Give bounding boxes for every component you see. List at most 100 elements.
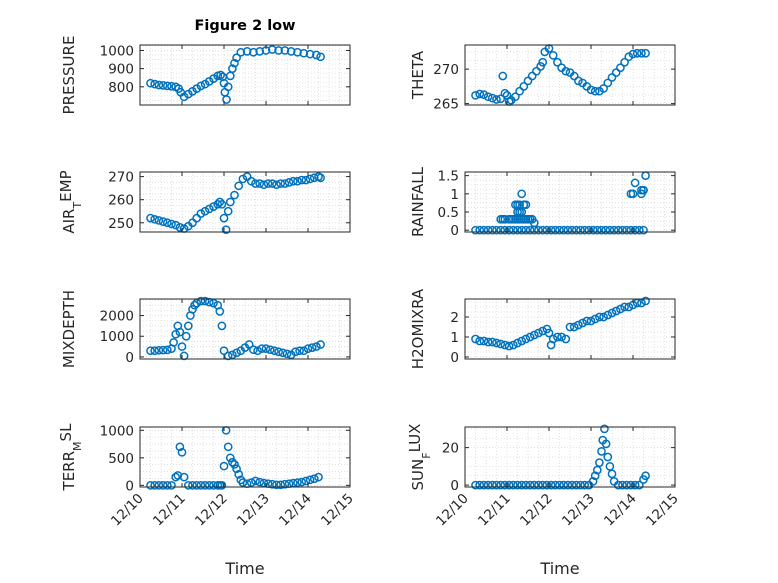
data-point <box>553 57 562 67</box>
data-point <box>574 320 583 330</box>
data-point <box>200 296 210 306</box>
data-point <box>284 178 294 187</box>
data-point <box>634 225 644 235</box>
data-point <box>534 328 543 338</box>
data-point <box>527 71 537 81</box>
data-point <box>192 298 202 308</box>
data-point <box>492 480 501 490</box>
data-point <box>297 477 307 487</box>
data-point <box>280 479 290 489</box>
data-point <box>301 476 311 486</box>
data-point <box>204 204 214 214</box>
data-point <box>309 173 319 183</box>
x-tick-label: 12/13 <box>234 491 273 530</box>
data-point <box>620 57 629 67</box>
data-point <box>590 314 600 324</box>
axes-box <box>139 298 351 360</box>
data-point <box>567 480 577 490</box>
data-point <box>253 346 262 356</box>
data-point <box>171 472 181 482</box>
y-tick-label: 1 <box>450 330 459 346</box>
data-point <box>500 340 510 350</box>
data-point <box>515 86 524 96</box>
data-point <box>475 89 485 99</box>
data-point <box>303 344 313 354</box>
data-point <box>267 479 277 489</box>
data-point <box>236 47 246 57</box>
data-point <box>293 176 302 186</box>
data-point <box>605 462 615 471</box>
data-point <box>219 461 229 471</box>
data-point <box>603 452 613 462</box>
data-point <box>232 464 241 474</box>
data-point <box>244 340 254 349</box>
data-point <box>492 95 501 104</box>
data-point <box>305 49 315 59</box>
data-point <box>146 480 155 490</box>
data-point <box>487 480 497 490</box>
data-point <box>272 180 281 190</box>
data-point <box>286 47 296 56</box>
data-point <box>576 225 585 235</box>
x-tick-label: 12/10 <box>433 491 472 530</box>
data-point <box>251 476 260 486</box>
figure-title: Figure 2 low <box>194 18 295 34</box>
data-point <box>299 346 309 356</box>
data-point <box>234 469 244 479</box>
data-point <box>146 213 155 223</box>
data-point <box>618 225 627 235</box>
data-point <box>624 302 634 312</box>
data-point <box>255 477 265 487</box>
data-point <box>529 330 539 340</box>
data-point <box>569 71 579 81</box>
data-point <box>639 225 648 235</box>
axes-box <box>464 44 676 106</box>
data-point <box>561 66 571 76</box>
data-point <box>261 344 271 354</box>
data-point <box>525 332 535 342</box>
data-point <box>618 480 627 490</box>
data-point <box>238 174 248 184</box>
data-point <box>513 480 522 490</box>
data-point <box>639 185 648 195</box>
data-point <box>611 306 621 316</box>
data-point <box>246 478 256 487</box>
data-point <box>196 296 206 306</box>
data-point <box>183 480 193 490</box>
data-point <box>616 63 625 73</box>
data-point <box>257 344 267 354</box>
data-point <box>479 90 489 100</box>
data-point <box>475 480 485 490</box>
data-point <box>312 342 321 351</box>
data-point <box>158 345 168 355</box>
x-tick-label: 12/11 <box>150 491 189 530</box>
data-point <box>613 480 623 490</box>
data-point <box>582 316 592 326</box>
data-point <box>280 46 290 55</box>
data-point <box>305 174 315 184</box>
data-point <box>471 90 480 100</box>
data-point <box>525 480 535 490</box>
data-point <box>223 442 233 452</box>
data-point <box>307 343 317 352</box>
data-point <box>249 345 258 355</box>
data-point <box>492 225 501 235</box>
data-point <box>595 458 604 467</box>
x-tick-label: 12/14 <box>601 491 640 530</box>
data-point <box>565 322 575 332</box>
data-point <box>613 225 623 235</box>
data-point <box>517 225 527 235</box>
data-point <box>291 347 300 357</box>
data-point <box>219 213 229 223</box>
data-point <box>508 340 518 350</box>
data-point <box>559 480 569 490</box>
data-point <box>641 296 650 306</box>
data-point <box>288 176 298 186</box>
data-point <box>563 225 573 235</box>
data-point <box>599 312 608 322</box>
data-point <box>521 200 531 210</box>
data-point <box>536 62 545 71</box>
x-tick-label: 12/15 <box>318 491 357 530</box>
data-point <box>301 175 311 185</box>
